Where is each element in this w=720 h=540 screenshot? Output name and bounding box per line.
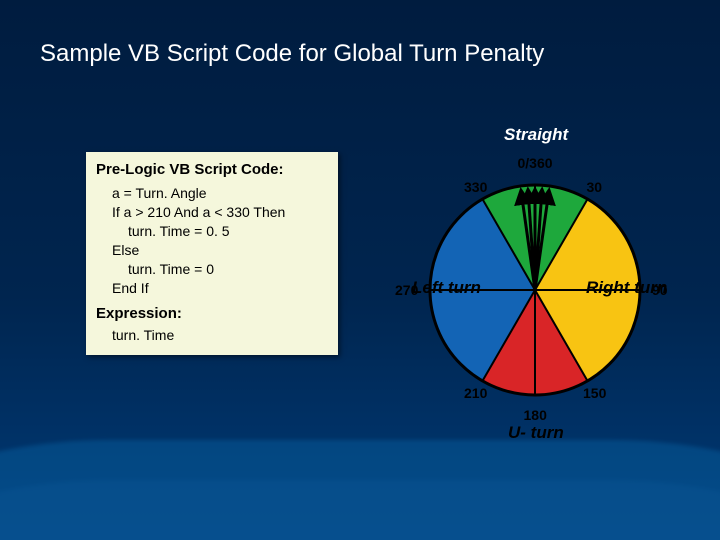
angle-label-180: 180 [524,407,547,423]
angle-label-150: 150 [583,385,606,401]
code-line: If a > 210 And a < 330 Then [96,203,328,222]
code-line: turn. Time = 0. 5 [96,222,328,241]
label-straight: Straight [504,125,568,145]
code-line: End If [96,279,328,298]
angle-label-270: 270 [395,282,418,298]
code-heading-2: Expression: [96,304,328,324]
code-expr: turn. Time [96,326,328,345]
page-title: Sample VB Script Code for Global Turn Pe… [40,40,544,68]
angle-label-0-360: 0/360 [518,155,553,171]
angle-label-330: 330 [464,179,487,195]
code-line: a = Turn. Angle [96,184,328,203]
angle-label-30: 30 [587,179,603,195]
turn-pie-chart: Straight Right turn U- turn Left turn 0/… [400,155,670,425]
angle-label-210: 210 [464,385,487,401]
label-uturn: U- turn [508,423,564,443]
code-box: Pre-Logic VB Script Code: a = Turn. Angl… [86,152,338,355]
angle-label-90: 90 [652,282,668,298]
code-line: Else [96,241,328,260]
code-line: turn. Time = 0 [96,260,328,279]
code-heading-1: Pre-Logic VB Script Code: [96,160,328,180]
label-left: Left turn [412,278,481,298]
